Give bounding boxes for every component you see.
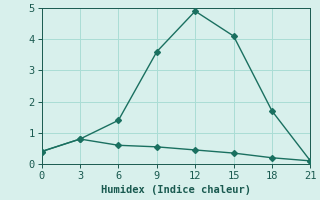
X-axis label: Humidex (Indice chaleur): Humidex (Indice chaleur) — [101, 185, 251, 195]
